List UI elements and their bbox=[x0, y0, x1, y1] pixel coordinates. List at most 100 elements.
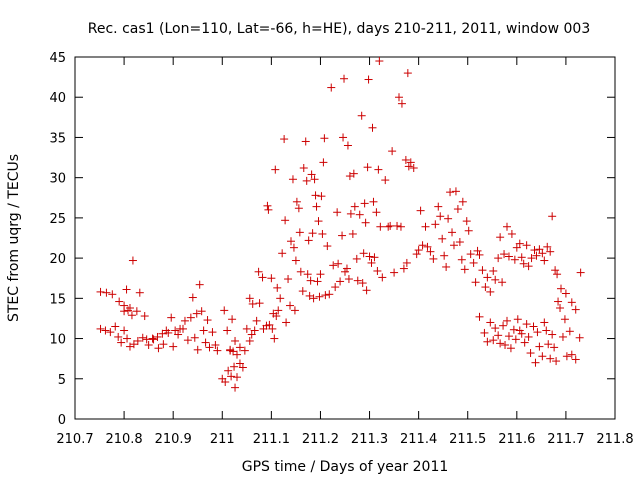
data-point bbox=[294, 204, 303, 213]
data-point bbox=[325, 290, 334, 299]
data-point bbox=[540, 318, 549, 327]
data-point bbox=[455, 238, 464, 247]
data-point bbox=[376, 222, 385, 231]
data-point bbox=[511, 335, 520, 344]
data-point bbox=[120, 301, 129, 310]
data-point bbox=[544, 340, 553, 349]
data-point bbox=[397, 99, 406, 108]
data-point bbox=[458, 197, 467, 206]
data-point bbox=[434, 202, 443, 211]
data-point bbox=[307, 170, 316, 179]
data-point bbox=[553, 270, 562, 279]
data-point bbox=[195, 280, 204, 289]
data-point bbox=[270, 334, 279, 343]
data-point bbox=[240, 346, 249, 355]
data-point bbox=[466, 250, 475, 259]
data-point bbox=[353, 276, 362, 285]
data-point bbox=[340, 74, 349, 83]
data-point bbox=[129, 340, 138, 349]
data-point bbox=[504, 252, 513, 261]
data-point bbox=[290, 306, 299, 315]
data-point bbox=[438, 234, 447, 243]
data-point bbox=[250, 326, 259, 335]
data-point bbox=[527, 254, 536, 263]
data-point bbox=[341, 267, 349, 276]
data-point bbox=[554, 297, 563, 306]
data-point bbox=[302, 176, 311, 185]
data-point bbox=[560, 315, 569, 324]
data-point bbox=[469, 258, 478, 267]
data-point bbox=[287, 237, 295, 246]
data-point bbox=[154, 344, 163, 353]
data-point bbox=[321, 291, 330, 300]
data-point bbox=[142, 335, 151, 344]
data-point bbox=[489, 336, 498, 345]
data-point bbox=[491, 275, 500, 284]
data-point bbox=[542, 326, 551, 335]
data-point bbox=[223, 326, 232, 335]
data-point bbox=[526, 349, 535, 358]
data-point bbox=[546, 354, 555, 363]
data-point bbox=[235, 343, 244, 352]
data-point bbox=[352, 254, 361, 263]
y-axis-ticks: 0 5 10 15 20 25 30 35 40 45 bbox=[49, 51, 615, 428]
chart-title: Rec. cas1 (Lon=110, Lat=-66, h=HE), days… bbox=[88, 21, 590, 37]
data-point bbox=[481, 283, 490, 292]
data-point bbox=[350, 202, 359, 211]
data-point bbox=[158, 329, 167, 338]
data-point bbox=[317, 192, 326, 201]
data-point bbox=[453, 205, 462, 214]
data-point bbox=[538, 249, 547, 258]
data-point bbox=[409, 164, 418, 173]
data-point bbox=[475, 250, 484, 259]
data-point bbox=[522, 320, 531, 329]
data-points bbox=[96, 57, 585, 392]
data-point bbox=[524, 332, 533, 341]
data-point bbox=[535, 245, 544, 254]
data-point bbox=[227, 372, 236, 381]
data-point bbox=[254, 267, 263, 276]
data-point bbox=[575, 333, 584, 342]
data-point bbox=[242, 324, 251, 333]
data-point bbox=[524, 262, 533, 271]
data-point bbox=[480, 328, 489, 337]
data-point bbox=[159, 340, 168, 349]
data-point bbox=[557, 284, 565, 293]
data-point bbox=[309, 294, 318, 303]
data-point bbox=[319, 158, 328, 167]
data-point bbox=[339, 133, 348, 142]
data-point bbox=[176, 324, 185, 333]
data-point bbox=[272, 312, 281, 321]
data-point bbox=[381, 176, 390, 185]
y-tick-label: 45 bbox=[49, 51, 66, 66]
data-point bbox=[264, 205, 273, 214]
data-point bbox=[388, 147, 397, 156]
data-point bbox=[571, 355, 580, 364]
data-point bbox=[117, 338, 126, 347]
data-point bbox=[314, 217, 323, 226]
data-point bbox=[373, 266, 382, 275]
x-tick-label: 211.6 bbox=[498, 432, 535, 447]
data-point bbox=[489, 266, 498, 275]
data-point bbox=[213, 346, 222, 355]
data-point bbox=[114, 332, 123, 341]
data-point bbox=[106, 328, 115, 337]
data-point bbox=[567, 298, 576, 307]
data-point bbox=[540, 256, 549, 265]
data-point bbox=[552, 357, 561, 366]
data-point bbox=[171, 326, 180, 335]
x-tick-label: 210.8 bbox=[105, 432, 142, 447]
data-point bbox=[421, 222, 430, 231]
data-point bbox=[418, 241, 427, 250]
data-point bbox=[124, 306, 133, 315]
data-point bbox=[498, 278, 507, 287]
data-point bbox=[519, 259, 528, 268]
data-point bbox=[338, 231, 347, 240]
data-point bbox=[282, 318, 291, 327]
y-tick-label: 15 bbox=[49, 292, 66, 307]
data-point bbox=[357, 111, 366, 120]
x-tick-label: 211.2 bbox=[302, 432, 339, 447]
data-point bbox=[451, 187, 460, 196]
data-point bbox=[501, 340, 510, 349]
data-point bbox=[546, 247, 555, 256]
